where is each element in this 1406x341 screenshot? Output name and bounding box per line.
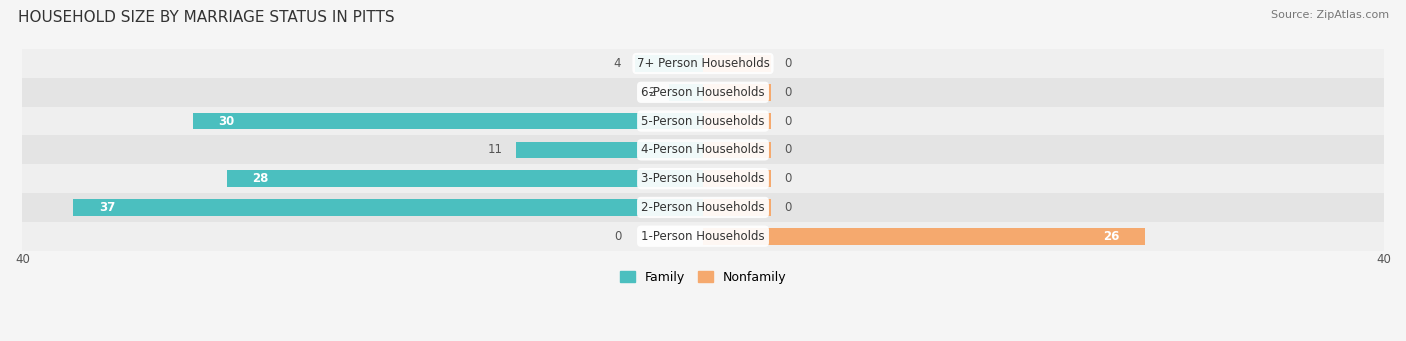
Bar bbox=[516, 142, 703, 158]
Text: 1-Person Households: 1-Person Households bbox=[641, 230, 765, 243]
Bar bbox=[669, 84, 703, 101]
Bar bbox=[22, 222, 1384, 251]
Bar bbox=[703, 142, 770, 158]
Text: 4-Person Households: 4-Person Households bbox=[641, 143, 765, 157]
Text: 5-Person Households: 5-Person Households bbox=[641, 115, 765, 128]
Bar bbox=[226, 170, 703, 187]
Bar bbox=[703, 55, 770, 72]
Bar bbox=[22, 78, 1384, 107]
Bar bbox=[22, 107, 1384, 135]
Text: 30: 30 bbox=[218, 115, 235, 128]
Bar bbox=[22, 164, 1384, 193]
Bar bbox=[22, 49, 1384, 78]
Text: 0: 0 bbox=[785, 115, 792, 128]
Bar bbox=[703, 199, 770, 216]
Legend: Family, Nonfamily: Family, Nonfamily bbox=[614, 266, 792, 289]
Text: 3-Person Households: 3-Person Households bbox=[641, 172, 765, 185]
Text: 0: 0 bbox=[785, 57, 792, 70]
Bar bbox=[22, 135, 1384, 164]
Bar bbox=[73, 199, 703, 216]
Bar bbox=[703, 84, 770, 101]
Text: 0: 0 bbox=[785, 172, 792, 185]
Bar bbox=[193, 113, 703, 130]
Text: 2: 2 bbox=[648, 86, 655, 99]
Text: 0: 0 bbox=[785, 86, 792, 99]
Text: 6-Person Households: 6-Person Households bbox=[641, 86, 765, 99]
Text: 11: 11 bbox=[488, 143, 502, 157]
Text: 26: 26 bbox=[1104, 230, 1119, 243]
Bar bbox=[22, 193, 1384, 222]
Bar bbox=[703, 228, 1146, 244]
Bar bbox=[703, 113, 770, 130]
Bar bbox=[703, 170, 770, 187]
Text: 4: 4 bbox=[614, 57, 621, 70]
Bar bbox=[636, 55, 703, 72]
Text: 0: 0 bbox=[614, 230, 621, 243]
Text: 0: 0 bbox=[785, 201, 792, 214]
Text: 28: 28 bbox=[252, 172, 269, 185]
Text: 7+ Person Households: 7+ Person Households bbox=[637, 57, 769, 70]
Text: 0: 0 bbox=[785, 143, 792, 157]
Text: 37: 37 bbox=[98, 201, 115, 214]
Text: 2-Person Households: 2-Person Households bbox=[641, 201, 765, 214]
Text: HOUSEHOLD SIZE BY MARRIAGE STATUS IN PITTS: HOUSEHOLD SIZE BY MARRIAGE STATUS IN PIT… bbox=[18, 10, 395, 25]
Text: Source: ZipAtlas.com: Source: ZipAtlas.com bbox=[1271, 10, 1389, 20]
